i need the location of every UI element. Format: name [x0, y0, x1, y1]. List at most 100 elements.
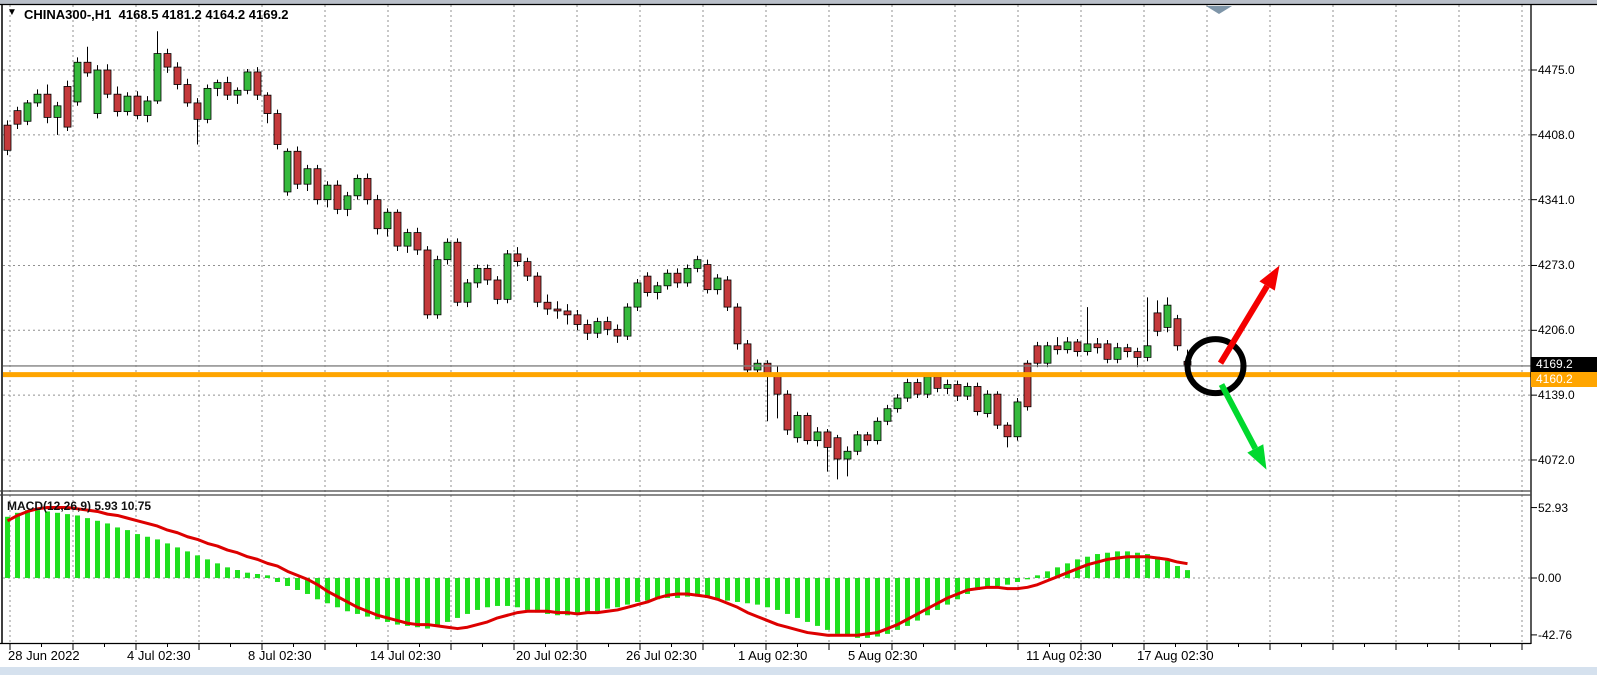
- bear-candle: [783, 393, 792, 431]
- bear-candle: [1033, 345, 1042, 364]
- bull-candle: [793, 415, 802, 439]
- macd-histogram-bar: [355, 578, 360, 614]
- up-arrow-annotation-head[interactable]: [1259, 265, 1280, 291]
- macd-histogram-bar: [155, 539, 160, 578]
- bear-candle: [833, 437, 842, 460]
- bear-candle: [573, 314, 582, 325]
- macd-histogram-bar: [675, 578, 680, 598]
- macd-histogram-bar: [405, 578, 410, 626]
- bull-candle: [23, 102, 32, 122]
- bear-candle: [13, 110, 22, 125]
- macd-histogram-bar: [855, 578, 860, 638]
- bear-candle: [293, 150, 302, 185]
- bull-candle: [853, 434, 862, 452]
- bull-candle: [633, 282, 642, 308]
- macd-histogram-bar: [635, 578, 640, 602]
- bull-candle: [73, 61, 82, 103]
- bull-candle: [53, 105, 62, 118]
- macd-histogram-bar: [395, 578, 400, 625]
- macd-histogram-bar: [565, 578, 570, 616]
- bull-candle: [153, 53, 162, 102]
- price-tick-label: 4139.0: [1538, 388, 1575, 403]
- macd-histogram-bar: [1095, 554, 1100, 578]
- down-arrow-annotation-head[interactable]: [1247, 444, 1267, 470]
- macd-histogram-bar: [165, 543, 170, 578]
- macd-histogram-bar: [35, 510, 40, 578]
- macd-histogram-bar: [795, 578, 800, 618]
- symbol-dropdown-icon[interactable]: ▼: [7, 7, 17, 18]
- bull-candle: [463, 282, 472, 303]
- bear-candle: [863, 434, 872, 442]
- bull-candle: [873, 420, 882, 442]
- macd-histogram-bar: [305, 578, 310, 594]
- macd-indicator-label: MACD(12,26,9) 5.93 10.75: [7, 499, 152, 513]
- time-tick-label: 28 Jun 2022: [8, 648, 80, 663]
- macd-histogram-bar: [655, 578, 660, 600]
- bull-candle: [323, 184, 332, 201]
- macd-histogram-bar: [1065, 563, 1070, 578]
- macd-histogram-bar: [825, 578, 830, 630]
- bear-candle: [993, 393, 1002, 426]
- bear-candle: [913, 382, 922, 395]
- bear-candle: [183, 84, 192, 104]
- bull-candle: [143, 100, 152, 116]
- bear-candle: [933, 376, 942, 389]
- time-tick-label: 8 Jul 02:30: [248, 648, 312, 663]
- bull-candle: [303, 168, 312, 185]
- macd-histogram-bar: [1135, 552, 1140, 578]
- macd-histogram-bar: [1145, 554, 1150, 578]
- bear-candle: [733, 306, 742, 345]
- macd-histogram-bar: [805, 578, 810, 622]
- time-tick-label: 4 Jul 02:30: [127, 648, 191, 663]
- time-tick-label: 14 Jul 02:30: [370, 648, 441, 663]
- circle-annotation[interactable]: [1184, 336, 1247, 397]
- macd-histogram-bar: [195, 555, 200, 578]
- bull-candle: [503, 253, 512, 300]
- bear-candle: [173, 66, 182, 85]
- macd-histogram-bar: [815, 578, 820, 626]
- macd-histogram-bar: [775, 578, 780, 610]
- macd-histogram-bar: [725, 578, 730, 601]
- bear-candle: [393, 211, 402, 247]
- bull-candle: [343, 195, 352, 210]
- macd-histogram-bar: [845, 578, 850, 637]
- bear-candle: [253, 71, 262, 96]
- bull-candle: [663, 272, 672, 287]
- macd-histogram-bar: [185, 551, 190, 578]
- bull-candle: [813, 431, 822, 442]
- macd-histogram-bar: [1105, 552, 1110, 578]
- macd-histogram-bar: [515, 578, 520, 608]
- time-tick-label: 1 Aug 02:30: [738, 648, 808, 663]
- bull-candle: [1143, 345, 1152, 358]
- macd-histogram-bar: [415, 578, 420, 628]
- macd-histogram-bar: [385, 578, 390, 622]
- bull-candle: [93, 69, 102, 114]
- macd-histogram-bar: [105, 523, 110, 578]
- price-tick-label: 4273.0: [1538, 258, 1575, 273]
- macd-histogram-bar: [895, 578, 900, 630]
- bull-candle: [243, 71, 252, 91]
- macd-histogram-bar: [645, 578, 650, 601]
- macd-histogram-bar: [285, 578, 290, 586]
- bull-candle: [33, 93, 42, 104]
- macd-histogram-bar: [905, 578, 910, 626]
- bull-candle: [283, 150, 292, 193]
- chart-shift-marker-icon[interactable]: [1206, 6, 1232, 14]
- bear-candle: [413, 232, 422, 251]
- time-tick-label: 5 Aug 02:30: [848, 648, 918, 663]
- macd-histogram-bar: [85, 518, 90, 578]
- time-tick-label: 11 Aug 02:30: [1026, 648, 1102, 663]
- bull-candle: [963, 386, 972, 397]
- macd-histogram-bar: [555, 578, 560, 616]
- up-arrow-annotation[interactable]: [1217, 284, 1270, 365]
- bull-candle: [123, 95, 132, 113]
- bull-candle: [1113, 347, 1122, 360]
- bear-candle: [133, 95, 142, 116]
- macd-histogram-bar: [495, 578, 500, 606]
- down-arrow-annotation[interactable]: [1218, 383, 1258, 450]
- bear-candle: [1133, 351, 1142, 358]
- macd-histogram-bar: [1015, 578, 1020, 582]
- bear-candle: [823, 431, 832, 448]
